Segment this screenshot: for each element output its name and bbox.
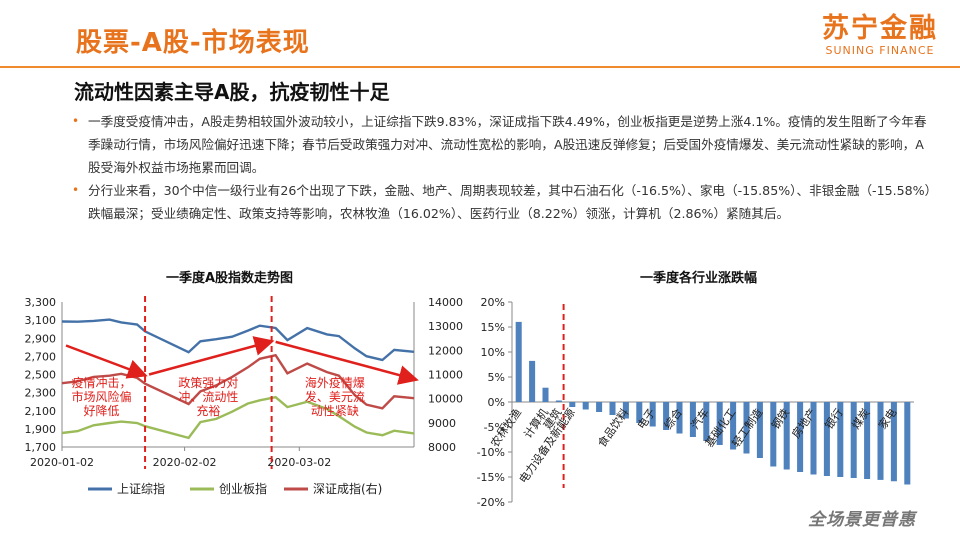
industry-bar bbox=[569, 402, 576, 407]
bullet-text: 一季度受疫情冲击，A股走势相较国外波动较小，上证综指下跌9.83%，深证成指下跌… bbox=[88, 114, 927, 175]
industry-bar bbox=[904, 402, 911, 485]
annotation-text: 海外疫情爆 bbox=[305, 375, 365, 390]
right-chart-y-tick-label: 10% bbox=[481, 346, 505, 359]
industry-bar bbox=[850, 402, 857, 478]
right-y-tick-label: 12000 bbox=[428, 344, 463, 357]
left-y-tick-label: 2,500 bbox=[25, 369, 57, 382]
legend-label: 创业板指 bbox=[219, 481, 267, 496]
industry-bar bbox=[529, 360, 536, 402]
industry-bar bbox=[555, 400, 562, 402]
right-y-tick-label: 8000 bbox=[428, 441, 456, 454]
trend-arrow-down bbox=[65, 344, 148, 379]
industry-bar bbox=[703, 402, 710, 441]
industry-bar bbox=[810, 402, 817, 475]
page-title: 股票-A股-市场表现 bbox=[76, 28, 310, 58]
industry-bar bbox=[596, 402, 603, 412]
legend-label: 上证综指 bbox=[117, 481, 165, 496]
right-y-tick-label: 9000 bbox=[428, 417, 456, 430]
industry-bar bbox=[622, 402, 629, 419]
industry-bar bbox=[743, 402, 750, 454]
left-y-tick-label: 2,700 bbox=[25, 350, 57, 363]
left-y-tick-label: 2,100 bbox=[25, 405, 57, 418]
right-chart-y-tick-label: 5% bbox=[488, 371, 505, 384]
right-chart-y-tick-label: -5% bbox=[484, 421, 505, 434]
bullet-list: • 一季度受疫情冲击，A股走势相较国外波动较小，上证综指下跌9.83%，深证成指… bbox=[72, 110, 932, 225]
series-line-2 bbox=[61, 353, 415, 410]
bullet-dot-icon: • bbox=[72, 114, 80, 128]
industry-bar bbox=[649, 402, 656, 427]
industry-bar bbox=[663, 402, 670, 430]
industry-bar bbox=[515, 321, 522, 402]
left-y-tick-label: 2,900 bbox=[25, 332, 57, 345]
bullet-item: • 分行业来看，30个中信一级行业有26个出现了下跌，金融、地产、周期表现较差，… bbox=[72, 179, 932, 225]
right-y-tick-label: 13000 bbox=[428, 320, 463, 333]
left-x-tick-label: 2020-01-02 bbox=[30, 456, 94, 469]
left-chart-title: 一季度A股指数走势图 bbox=[166, 271, 294, 286]
bullet-dot-icon: • bbox=[72, 183, 80, 197]
left-y-tick-label: 1,900 bbox=[25, 423, 57, 436]
bullet-text: 分行业来看，30个中信一级行业有26个出现了下跌，金融、地产、周期表现较差，其中… bbox=[88, 183, 931, 221]
annotation-text: 好降低 bbox=[84, 404, 120, 418]
right-y-tick-label: 10000 bbox=[428, 393, 463, 406]
industry-bar bbox=[864, 402, 871, 479]
brand-logo: 苏宁金融 SUNING FINANCE bbox=[822, 14, 938, 58]
industry-bar bbox=[542, 387, 549, 402]
annotation-text: 冲、流动性 bbox=[178, 389, 238, 404]
industry-bar bbox=[716, 402, 723, 445]
footer-brand: 全场景更普惠 bbox=[808, 510, 916, 530]
right-chart-y-tick-label: -10% bbox=[477, 446, 505, 459]
industry-bar bbox=[689, 402, 696, 437]
right-chart-title: 一季度各行业涨跌幅 bbox=[640, 271, 758, 286]
series-line-0 bbox=[61, 318, 415, 362]
industry-bar bbox=[877, 402, 884, 480]
right-chart-y-tick-label: 20% bbox=[481, 296, 505, 309]
logo-en: SUNING FINANCE bbox=[825, 44, 935, 57]
industry-bar bbox=[890, 402, 897, 482]
trend-arrow-down bbox=[275, 340, 419, 385]
right-chart-y-tick-label: 0% bbox=[488, 396, 505, 409]
industry-bar bbox=[676, 402, 683, 434]
left-y-tick-label: 2,300 bbox=[25, 387, 57, 400]
annotation-text: 发、美元流 bbox=[305, 389, 365, 404]
annotation-text: 动性紧缺 bbox=[311, 403, 359, 418]
industry-bar bbox=[636, 402, 643, 423]
annotation-text: 充裕 bbox=[196, 403, 220, 418]
annotation-text: 疫情冲击， bbox=[72, 375, 132, 390]
logo-cn: 苏宁金融 bbox=[822, 13, 938, 44]
industry-bar bbox=[837, 402, 844, 477]
slide-subtitle: 流动性因素主导A股，抗疫韧性十足 bbox=[74, 80, 390, 104]
left-y-tick-label: 3,300 bbox=[25, 296, 57, 309]
series-line-1 bbox=[61, 395, 415, 440]
left-y-tick-label: 1,700 bbox=[25, 441, 57, 454]
annotation-text: 政策强力对 bbox=[178, 376, 238, 390]
bullet-item: • 一季度受疫情冲击，A股走势相较国外波动较小，上证综指下跌9.83%，深证成指… bbox=[72, 110, 932, 179]
right-y-tick-label: 11000 bbox=[428, 369, 463, 382]
header-divider bbox=[0, 66, 960, 68]
industry-bar bbox=[770, 402, 777, 467]
left-y-tick-label: 3,100 bbox=[25, 314, 57, 327]
industry-bar bbox=[730, 402, 737, 450]
right-chart-y-tick-label: -20% bbox=[477, 496, 505, 509]
industry-bar bbox=[783, 402, 790, 470]
header: 股票-A股-市场表现 苏宁金融 SUNING FINANCE bbox=[0, 0, 960, 68]
right-chart-y-tick-label: -15% bbox=[477, 471, 505, 484]
left-x-tick-label: 2020-02-02 bbox=[153, 456, 217, 469]
right-y-tick-label: 14000 bbox=[428, 296, 463, 309]
industry-bar bbox=[756, 402, 763, 458]
trend-arrow-up bbox=[148, 336, 275, 376]
left-x-tick-label: 2020-03-02 bbox=[267, 456, 331, 469]
industry-bar bbox=[582, 402, 589, 410]
right-chart-y-tick-label: 15% bbox=[481, 321, 505, 334]
legend-label: 深证成指(右) bbox=[313, 481, 382, 496]
industry-bar bbox=[823, 402, 830, 476]
industry-bar bbox=[797, 402, 804, 472]
industry-bar bbox=[609, 402, 616, 415]
annotation-text: 市场风险偏 bbox=[72, 389, 132, 404]
